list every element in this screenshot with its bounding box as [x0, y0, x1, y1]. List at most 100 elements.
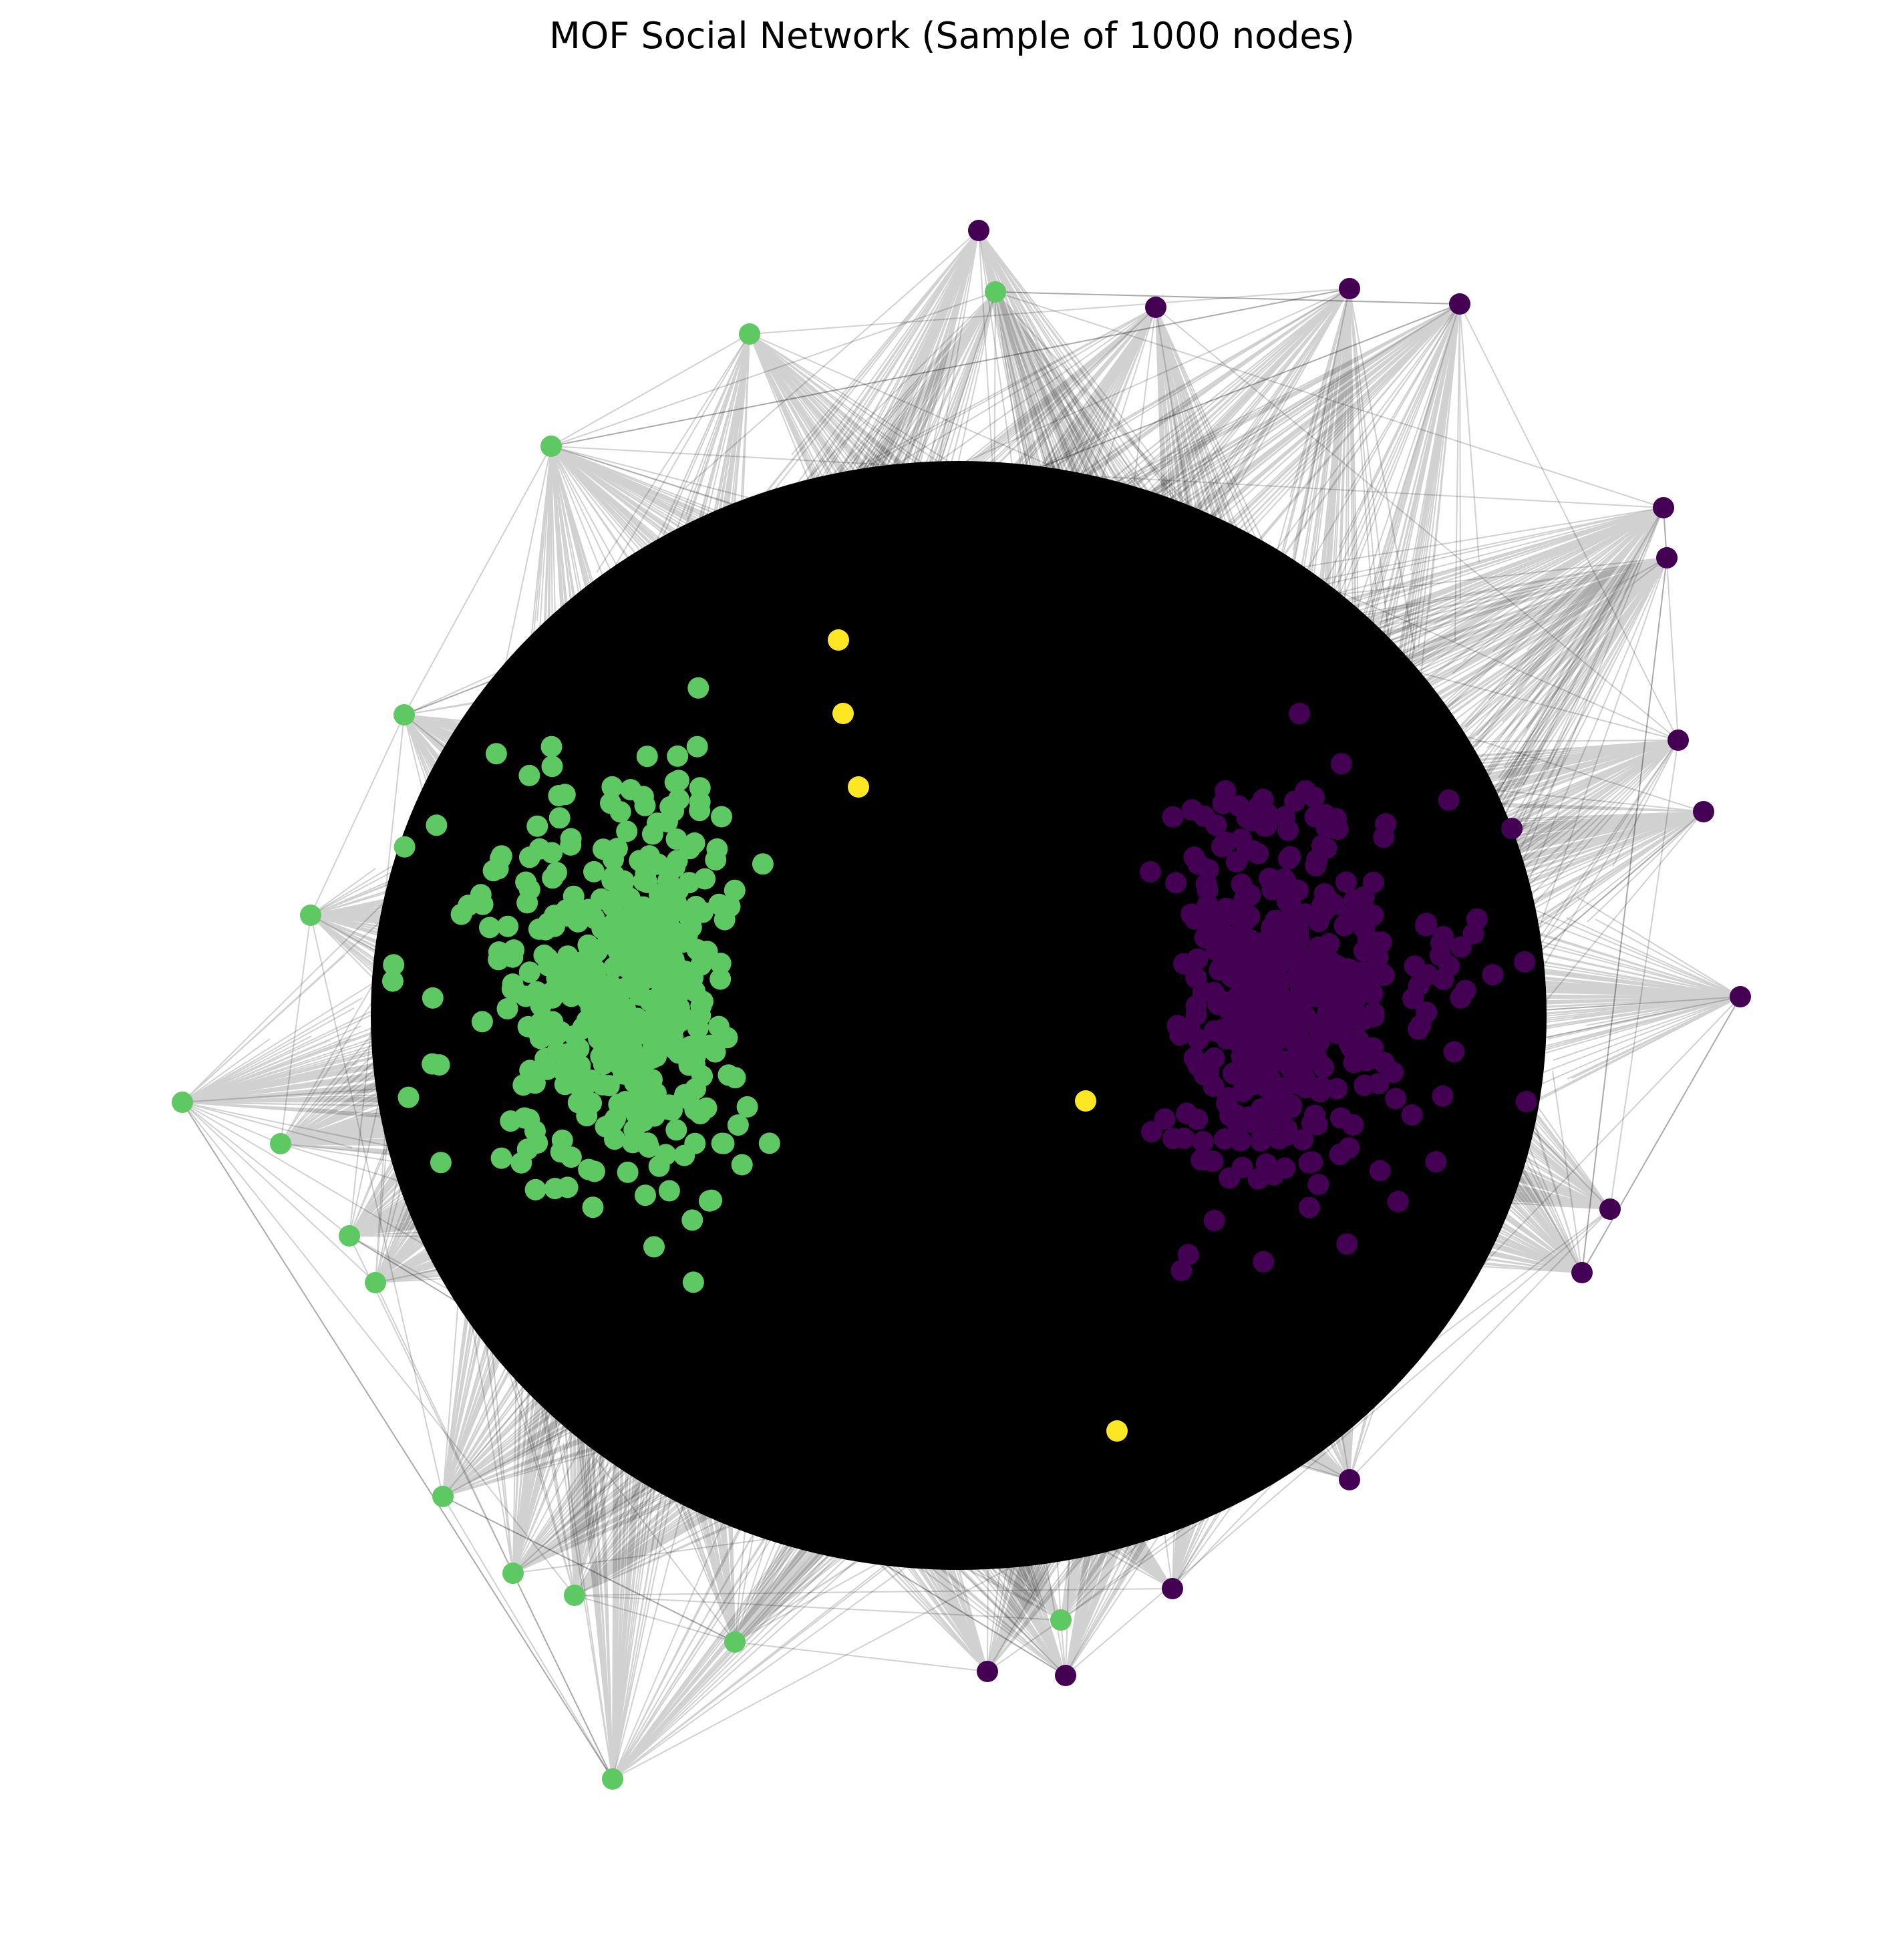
- network-node: [557, 945, 579, 967]
- network-node: [1192, 1131, 1214, 1152]
- node-layer: [172, 220, 1751, 1790]
- network-node: [538, 955, 560, 977]
- edge-density-core: [371, 461, 1547, 1570]
- network-node: [645, 999, 667, 1021]
- network-node: [1385, 1088, 1407, 1110]
- network-node: [689, 1103, 711, 1125]
- network-node: [1253, 1251, 1275, 1273]
- network-node: [1307, 911, 1329, 933]
- network-node: [666, 850, 688, 872]
- network-node: [1730, 986, 1751, 1007]
- network-node: [593, 838, 614, 860]
- network-node: [598, 1075, 620, 1097]
- network-node: [564, 1585, 585, 1606]
- network-node: [1162, 806, 1184, 828]
- network-node: [704, 1041, 726, 1063]
- network-node: [1225, 945, 1247, 967]
- network-node: [1252, 788, 1274, 810]
- network-node: [1368, 1073, 1390, 1095]
- network-node: [1306, 1114, 1328, 1136]
- network-node: [607, 941, 629, 963]
- network-node: [1599, 1198, 1621, 1220]
- network-node: [1466, 908, 1488, 930]
- hub-edges: [375, 303, 1460, 1780]
- network-node: [632, 786, 654, 808]
- network-node: [526, 815, 548, 837]
- network-node: [540, 982, 563, 1003]
- network-node: [601, 870, 623, 891]
- network-node: [1362, 983, 1384, 1005]
- network-node: [598, 1006, 620, 1028]
- network-node: [573, 1076, 595, 1098]
- network-node: [1191, 1149, 1213, 1171]
- network-node: [488, 949, 510, 971]
- network-node: [560, 834, 582, 856]
- network-node: [667, 745, 689, 767]
- network-node: [1347, 1029, 1370, 1051]
- network-node: [832, 703, 854, 724]
- network-node: [1298, 1196, 1320, 1219]
- network-node: [554, 1074, 576, 1096]
- hub-edges: [574, 230, 1741, 1596]
- network-node: [652, 882, 674, 904]
- network-node: [1231, 828, 1253, 850]
- network-node: [518, 1108, 540, 1130]
- network-node: [546, 862, 567, 883]
- network-node: [1251, 1124, 1273, 1146]
- network-node: [1410, 1014, 1432, 1036]
- network-node: [496, 998, 518, 1019]
- hub-edges: [619, 230, 1583, 1643]
- network-node: [1217, 998, 1239, 1020]
- network-node: [1515, 1091, 1537, 1113]
- network-node: [502, 1563, 524, 1584]
- network-node: [566, 910, 588, 932]
- network-node: [540, 436, 562, 457]
- network-node: [1140, 861, 1162, 883]
- hub-edges: [550, 288, 1679, 1210]
- network-node: [643, 1236, 665, 1258]
- network-node: [524, 1178, 546, 1200]
- network-node: [1247, 1013, 1268, 1035]
- network-node: [655, 1098, 677, 1120]
- network-node: [848, 776, 869, 798]
- network-node: [500, 1110, 522, 1132]
- network-node: [698, 1190, 720, 1212]
- network-node: [1289, 976, 1311, 998]
- network-node: [1221, 966, 1243, 988]
- network-node: [518, 961, 540, 983]
- network-node: [724, 1631, 746, 1653]
- network-node: [518, 878, 540, 901]
- network-node: [1404, 955, 1426, 977]
- hub-edges: [702, 307, 1679, 1672]
- network-node: [709, 968, 732, 990]
- network-node: [577, 934, 599, 956]
- network-node: [1401, 1104, 1423, 1126]
- network-node: [1300, 1151, 1322, 1173]
- network-node: [1239, 884, 1261, 906]
- network-node: [490, 1147, 512, 1169]
- hub-edges: [512, 291, 1664, 1672]
- network-node: [1262, 953, 1283, 975]
- network-node: [1259, 868, 1280, 889]
- network-node: [383, 954, 405, 976]
- hub-edges: [691, 291, 1704, 1672]
- network-node: [1653, 497, 1674, 518]
- network-node: [1274, 1157, 1296, 1179]
- edge-layer: [182, 230, 1741, 1780]
- network-node: [1335, 1015, 1357, 1037]
- network-node: [471, 1011, 493, 1033]
- network-node: [1294, 1033, 1315, 1055]
- network-node: [540, 736, 563, 758]
- network-node: [1214, 1128, 1236, 1150]
- network-node: [758, 1132, 780, 1154]
- network-node: [727, 1114, 749, 1136]
- network-node: [731, 1154, 753, 1176]
- network-node: [752, 853, 774, 875]
- network-node: [1454, 979, 1476, 1001]
- network-node: [422, 1053, 444, 1075]
- network-node: [270, 1133, 291, 1154]
- network-node: [426, 814, 448, 836]
- network-node: [1254, 1076, 1276, 1097]
- network-node: [601, 776, 623, 798]
